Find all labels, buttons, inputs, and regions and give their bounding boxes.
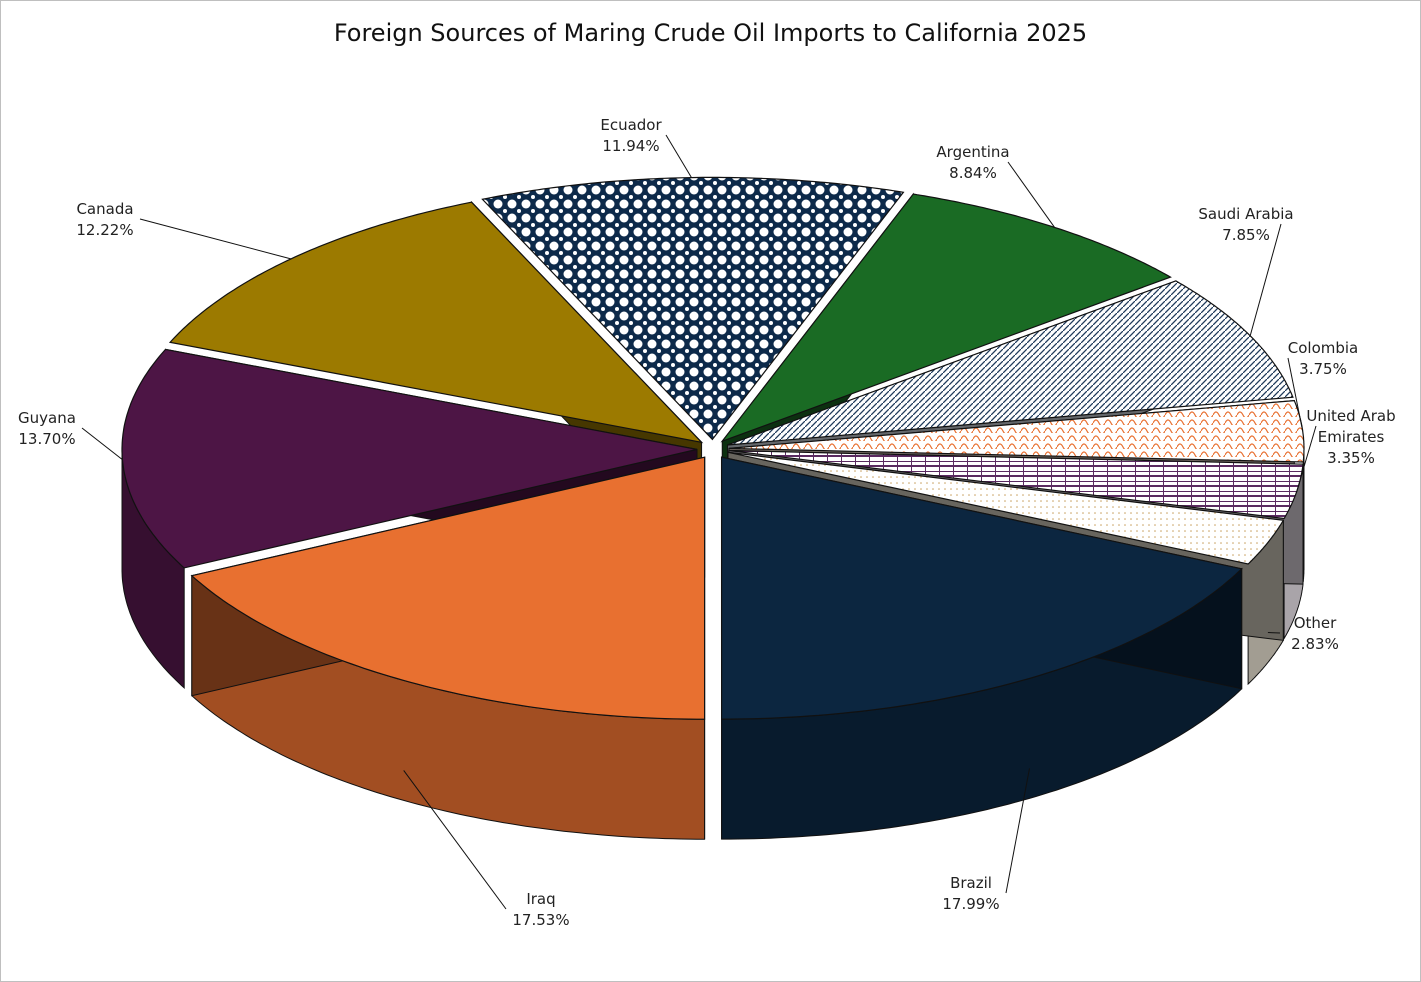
leader-line xyxy=(1296,425,1317,492)
value-label: 2.83% xyxy=(1291,635,1339,653)
value-label: 3.75% xyxy=(1299,360,1347,378)
category-label: Argentina xyxy=(936,143,1010,161)
value-label: 7.85% xyxy=(1222,226,1270,244)
category-label: Guyana xyxy=(18,409,76,427)
leader-line xyxy=(1267,632,1281,634)
value-label: 17.99% xyxy=(942,895,1000,913)
slice xyxy=(720,456,1243,720)
leader-line xyxy=(665,134,692,178)
category-label: Saudi Arabia xyxy=(1198,205,1294,223)
category-label: Ecuador xyxy=(600,116,662,134)
value-label: 8.84% xyxy=(949,164,997,182)
category-label: Iraq xyxy=(526,890,556,908)
leader-line xyxy=(139,218,292,260)
value-label: 13.70% xyxy=(18,430,76,448)
category-label: Other xyxy=(1293,614,1337,632)
category-label: Colombia xyxy=(1287,339,1359,357)
chart-title: Foreign Sources of Maring Crude Oil Impo… xyxy=(333,19,1088,47)
category-label: United Arab Emirates xyxy=(1306,407,1396,446)
leader-line xyxy=(1005,768,1030,894)
leader-line xyxy=(403,770,507,910)
value-label: 17.53% xyxy=(512,911,570,929)
slice xyxy=(190,456,706,720)
value-label: 11.94% xyxy=(602,137,660,155)
leader-line xyxy=(1249,223,1282,336)
value-label: 3.35% xyxy=(1327,449,1375,467)
category-label: Canada xyxy=(76,200,134,218)
slice xyxy=(727,451,1285,565)
leader-line xyxy=(1287,357,1304,432)
leader-line xyxy=(81,427,123,460)
leader-line xyxy=(1007,161,1056,228)
value-label: 12.22% xyxy=(76,221,134,239)
category-label: Brazil xyxy=(950,874,992,892)
